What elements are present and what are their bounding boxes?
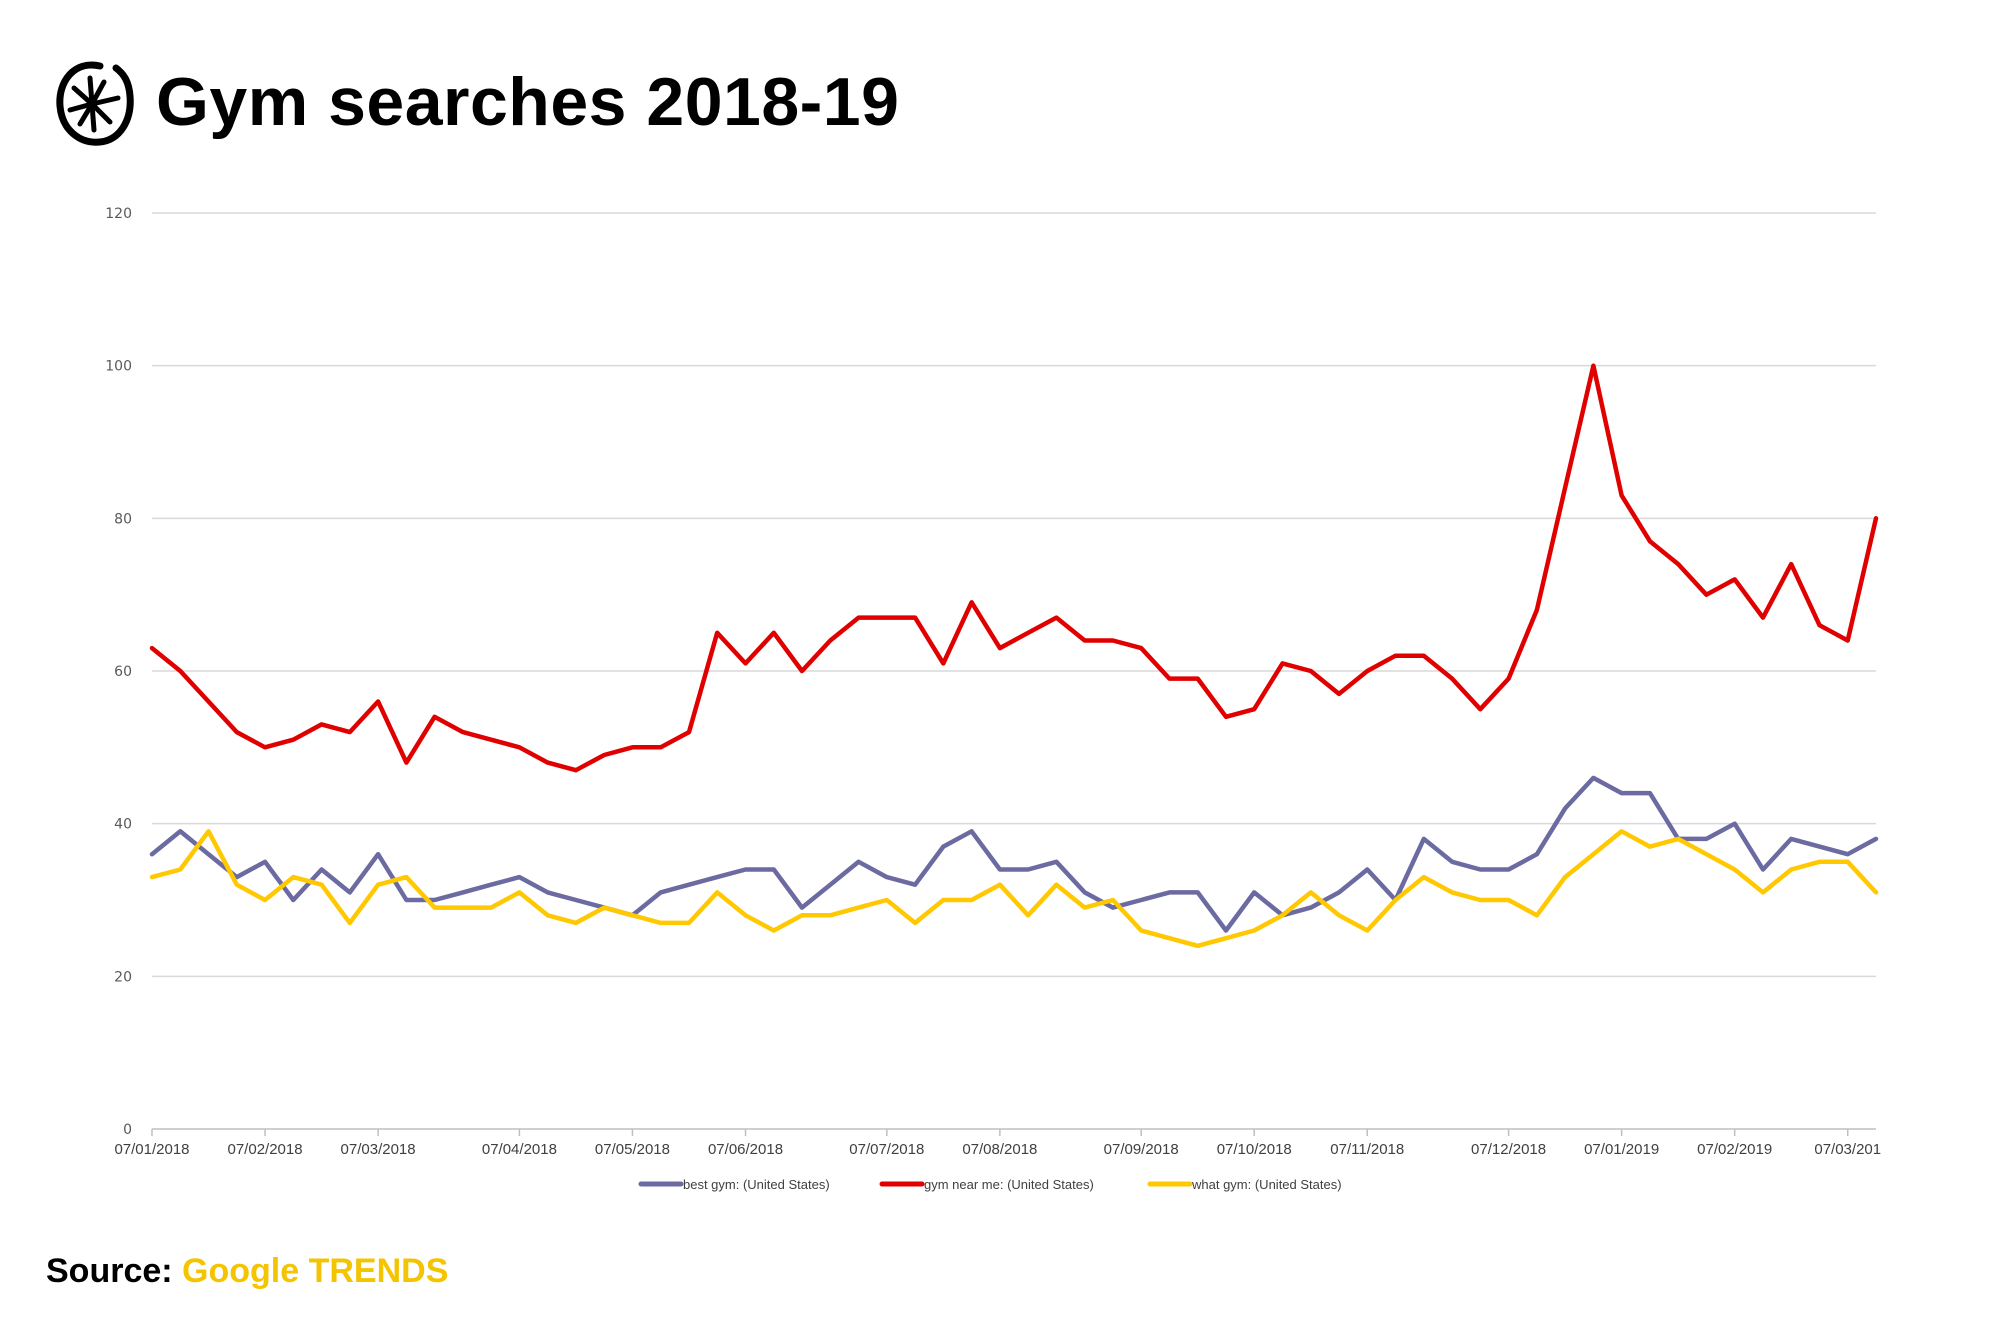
- x-tick-label: 07/01/2018: [114, 1141, 189, 1158]
- x-tick-label: 07/07/2018: [849, 1141, 924, 1158]
- legend-label: gym near me: (United States): [924, 1177, 1094, 1192]
- x-axis: 07/01/2018 07/02/2018 07/03/2018 07/04/2018…: [114, 1129, 1881, 1158]
- x-tick-label: 07/04/2018: [482, 1141, 557, 1158]
- source-label: Source:: [46, 1252, 173, 1290]
- source-note: Source: Google TRENDS: [46, 1252, 448, 1291]
- x-tick-label: 07/12/2018: [1471, 1141, 1546, 1158]
- x-tick-label: 07/08/2018: [962, 1141, 1037, 1158]
- source-value: Google TRENDS: [182, 1252, 449, 1290]
- legend: best gym: (United States) gym near me: (U…: [638, 1177, 1342, 1192]
- x-tick-label: 07/02/2018: [228, 1141, 303, 1158]
- header: Gym searches 2018-19: [52, 52, 899, 152]
- x-tick-label: 07/11/2018: [1330, 1141, 1404, 1158]
- series-line: [149, 775, 1879, 933]
- x-tick-label: 07/06/2018: [708, 1141, 783, 1158]
- y-tick-label: 0: [123, 1122, 132, 1138]
- series-best-gym: [149, 775, 1879, 933]
- y-tick-label: 40: [114, 817, 132, 833]
- y-tick-label: 80: [114, 511, 132, 527]
- x-tick-label: 07/03/2018: [341, 1141, 416, 1158]
- series-lines: [149, 363, 1879, 949]
- series-line: [149, 363, 1879, 773]
- asterisk-circle-logo-icon: [56, 61, 134, 146]
- series-what-gym: [149, 829, 1879, 949]
- legend-label: what gym: (United States): [1191, 1177, 1342, 1192]
- x-tick-label: 07/01/2019: [1584, 1141, 1659, 1158]
- y-axis-ticks: 0 20 40 60 80 100 120: [105, 206, 132, 1138]
- series-line: [149, 829, 1879, 949]
- x-tick-label: 07/09/2018: [1104, 1141, 1179, 1158]
- y-tick-label: 20: [114, 969, 132, 985]
- legend-label: best gym: (United States): [683, 1177, 830, 1192]
- x-tick-label: 07/05/2018: [595, 1141, 670, 1158]
- y-tick-label: 60: [114, 664, 132, 680]
- page-title: Gym searches 2018-19: [156, 64, 900, 140]
- y-tick-label: 120: [105, 206, 132, 222]
- gridlines: [152, 212, 1876, 1130]
- y-tick-label: 100: [105, 359, 132, 375]
- x-tick-label: 07/10/2018: [1217, 1141, 1292, 1158]
- x-tick-label: 07/02/2019: [1697, 1141, 1772, 1158]
- series-gym-near-me: [149, 363, 1879, 773]
- x-tick-label: 07/03/201: [1814, 1141, 1881, 1158]
